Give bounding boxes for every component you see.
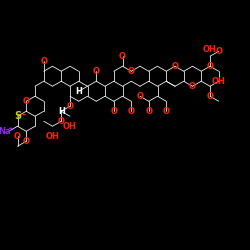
- Text: O: O: [206, 62, 214, 71]
- Text: O: O: [189, 82, 196, 91]
- Text: O: O: [172, 62, 178, 71]
- Text: O: O: [119, 52, 126, 61]
- Text: O: O: [66, 102, 73, 111]
- Text: O: O: [58, 117, 65, 126]
- Text: S: S: [14, 111, 21, 121]
- Text: O: O: [145, 107, 152, 116]
- Text: O: O: [128, 67, 135, 76]
- Text: O: O: [215, 47, 222, 56]
- Text: O: O: [163, 107, 170, 116]
- Text: Na: Na: [0, 127, 11, 136]
- Text: O: O: [206, 92, 214, 101]
- Text: O: O: [93, 67, 100, 76]
- Text: O: O: [23, 97, 30, 106]
- Text: O: O: [40, 57, 47, 66]
- Text: O: O: [128, 107, 135, 116]
- Text: -: -: [22, 109, 26, 119]
- Text: OH: OH: [203, 45, 217, 54]
- Text: OH: OH: [212, 77, 226, 86]
- Text: OH: OH: [63, 122, 77, 131]
- Text: OH: OH: [46, 132, 60, 141]
- Text: O: O: [110, 107, 117, 116]
- Text: O: O: [136, 92, 143, 101]
- Text: O: O: [14, 132, 21, 141]
- Text: H: H: [58, 107, 65, 116]
- Text: +: +: [8, 126, 14, 132]
- Text: O: O: [23, 137, 30, 146]
- Text: H: H: [75, 87, 82, 96]
